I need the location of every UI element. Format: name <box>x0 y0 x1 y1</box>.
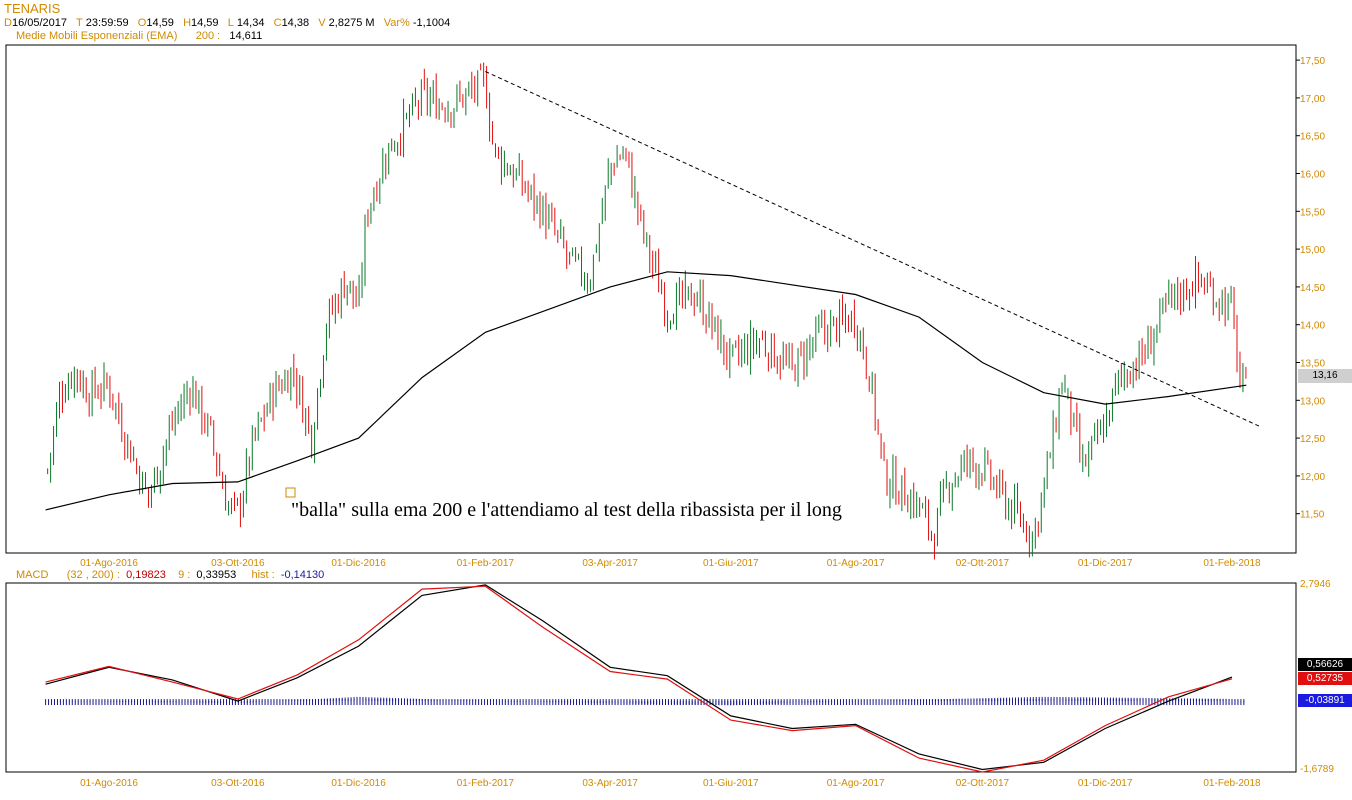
y-tick-label: 15,50 <box>1300 207 1325 218</box>
descending-trendline <box>485 71 1261 428</box>
x-tick-label: 01-Feb-2017 <box>457 558 515 569</box>
ohlc-header: D16/05/2017 T 23:59:59 O14,59 H14,59 L 1… <box>4 17 451 29</box>
y-tick-label: 14,50 <box>1300 283 1325 294</box>
x-tick-label: 01-Ago-2017 <box>827 558 885 569</box>
x-tick-label: 03-Apr-2017 <box>582 778 638 789</box>
y-tick-label: 12,50 <box>1300 434 1325 445</box>
signal-line <box>45 585 1233 773</box>
y-tick-label: 16,50 <box>1300 132 1325 143</box>
ema-200-line <box>45 271 1247 511</box>
overlay-lines <box>45 71 1261 773</box>
price-candles <box>47 62 1247 560</box>
x-tick-label: 01-Ago-2016 <box>80 558 138 569</box>
x-tick-label: 01-Dic-2016 <box>331 778 386 789</box>
x-tick-label: 01-Feb-2018 <box>1203 558 1261 569</box>
price-panel-frame <box>5 44 1297 554</box>
y-tick-label: 11,50 <box>1300 510 1325 521</box>
y-tick-label: 13,50 <box>1300 359 1325 370</box>
x-tick-label: 01-Ago-2016 <box>80 778 138 789</box>
y-tick-label: 17,50 <box>1300 56 1325 67</box>
price-axis: 17,50 17,00 16,50 16,00 15,50 15,00 14,50 14,00… <box>1296 56 1325 521</box>
x-tick-label: 01-Dic-2017 <box>1078 778 1133 789</box>
time-axis: 01-Ago-2016 01-Ago-2016 03-Ott-2016 03-Ott-… <box>80 558 1261 789</box>
x-tick-label: 01-Giu-2017 <box>703 778 759 789</box>
x-tick-label: 01-Dic-2016 <box>331 558 386 569</box>
x-tick-label: 03-Ott-2016 <box>211 778 265 789</box>
annotation-text: "balla" sulla ema 200 e l'attendiamo al … <box>291 499 842 521</box>
hist-value-tag: -0,03891 <box>1298 694 1352 707</box>
macd-line <box>45 584 1233 771</box>
y-tick-label: 13,00 <box>1300 396 1325 407</box>
y-tick-label: 16,00 <box>1300 170 1325 181</box>
y-tick-label: 15,00 <box>1300 245 1325 256</box>
y-tick-label: 12,00 <box>1300 472 1325 483</box>
macd-axis: 2,7946 -1,6789 <box>1300 579 1334 775</box>
y-tick-label: 17,00 <box>1300 94 1325 105</box>
macd-axis-label: 2,7946 <box>1300 579 1331 590</box>
annotation-marker <box>285 487 296 498</box>
x-tick-label: 02-Ott-2017 <box>956 778 1010 789</box>
x-tick-label: 01-Dic-2017 <box>1078 558 1133 569</box>
macd-histogram <box>45 696 1245 706</box>
y-tick-label: 14,00 <box>1300 321 1325 332</box>
chart-title: TENARIS <box>4 1 61 16</box>
x-tick-label: 02-Ott-2017 <box>956 558 1010 569</box>
x-tick-label: 03-Ott-2016 <box>211 558 265 569</box>
macd-header: MACD (32 , 200) : 0,19823 9 : 0,33953 hi… <box>16 569 325 581</box>
macd-value-tag: 0,56626 <box>1298 658 1352 671</box>
x-tick-label: 01-Feb-2018 <box>1203 778 1261 789</box>
last-price-tag: 13,16 <box>1298 369 1352 383</box>
x-tick-label: 03-Apr-2017 <box>582 558 638 569</box>
signal-value-tag: 0,52735 <box>1298 672 1352 685</box>
x-tick-label: 01-Feb-2017 <box>457 778 515 789</box>
x-tick-label: 01-Giu-2017 <box>703 558 759 569</box>
x-tick-label: 01-Ago-2017 <box>827 778 885 789</box>
macd-axis-label: -1,6789 <box>1300 764 1334 775</box>
ema-header: Medie Mobili Esponenziali (EMA) 200 : 14… <box>16 30 263 42</box>
